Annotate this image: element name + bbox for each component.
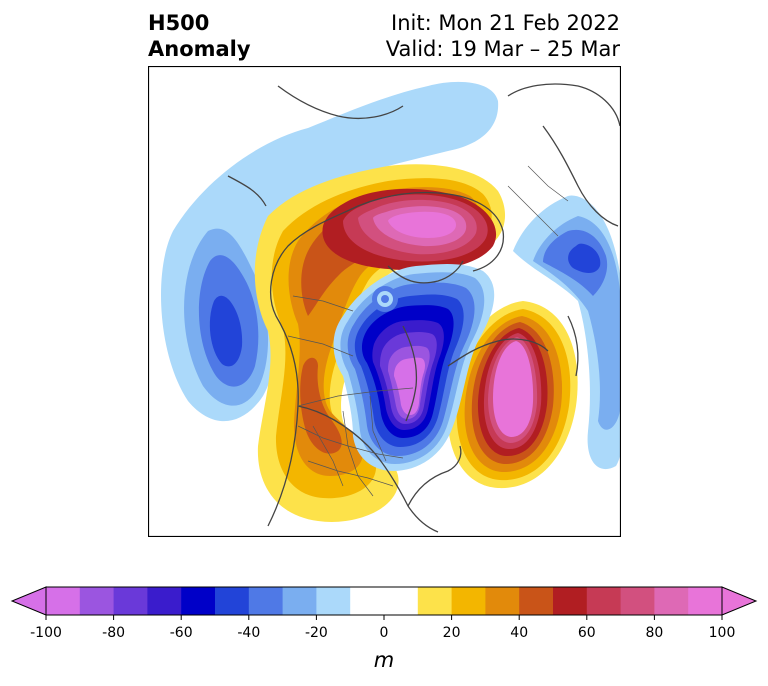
colorbar-tick-label: 20 (443, 625, 461, 641)
colorbar-tick-label: 0 (380, 625, 389, 641)
colorbar-extend-high (721, 586, 758, 616)
colorbar-tick-label: 100 (709, 625, 736, 641)
coastlines (227, 83, 621, 533)
colorbar-segment (620, 587, 655, 615)
colorbar-tick-label: 60 (578, 625, 596, 641)
colorbar-segment (350, 587, 385, 615)
europe-negative-anomaly (513, 195, 621, 470)
colorbar-segment (316, 587, 351, 615)
init-date: Init: Mon 21 Feb 2022 (391, 11, 620, 35)
map-title: H500 Anomaly (148, 10, 251, 62)
colorbar-segment (282, 587, 317, 615)
colorbar-segment (519, 587, 554, 615)
pacific-negative-anomaly (161, 81, 499, 422)
colorbar-tick-label: 80 (645, 625, 663, 641)
canada-negative-anomaly (333, 263, 495, 471)
title-line-2: Anomaly (148, 37, 251, 61)
colorbar-segment (553, 587, 588, 615)
colorbar-tick-label: 40 (510, 625, 528, 641)
colorbar-tick-label: -80 (102, 625, 125, 641)
valid-date: Valid: 19 Mar – 25 Mar (385, 37, 620, 61)
colorbar-segment (451, 587, 486, 615)
colorbar-segment (248, 587, 284, 615)
colorbar: -100 -80 -60 -40 -20 0 20 40 60 80 100 (10, 586, 758, 641)
colorbar-segments (10, 586, 758, 616)
title-line-1: H500 (148, 11, 210, 35)
colorbar-extend-low (10, 586, 47, 616)
colorbar-unit-label: m (373, 648, 395, 672)
colorbar-segment (113, 587, 148, 615)
colorbar-segment (384, 587, 419, 615)
colorbar-segment (181, 587, 216, 615)
colorbar-segment (46, 587, 81, 615)
colorbar-ticks: -100 -80 -60 -40 -20 0 20 40 60 80 100 (30, 615, 735, 641)
anomaly-map (148, 66, 621, 537)
date-info: Init: Mon 21 Feb 2022 Valid: 19 Mar – 25… (386, 10, 620, 62)
political-borders (287, 165, 569, 497)
colorbar-segment (654, 587, 689, 615)
arctic-positive-core (322, 188, 497, 271)
colorbar-segment (417, 587, 453, 615)
colorbar-tick-label: -40 (237, 625, 260, 641)
colorbar-tick-label: -60 (170, 625, 193, 641)
colorbar-tick-label: -100 (30, 625, 62, 641)
colorbar-segment (79, 587, 115, 615)
colorbar-segment (147, 587, 182, 615)
colorbar-segment (688, 587, 723, 615)
colorbar-segment (215, 587, 250, 615)
colorbar-segment (586, 587, 622, 615)
colorbar-segment (485, 587, 520, 615)
colorbar-tick-label: -20 (305, 625, 328, 641)
